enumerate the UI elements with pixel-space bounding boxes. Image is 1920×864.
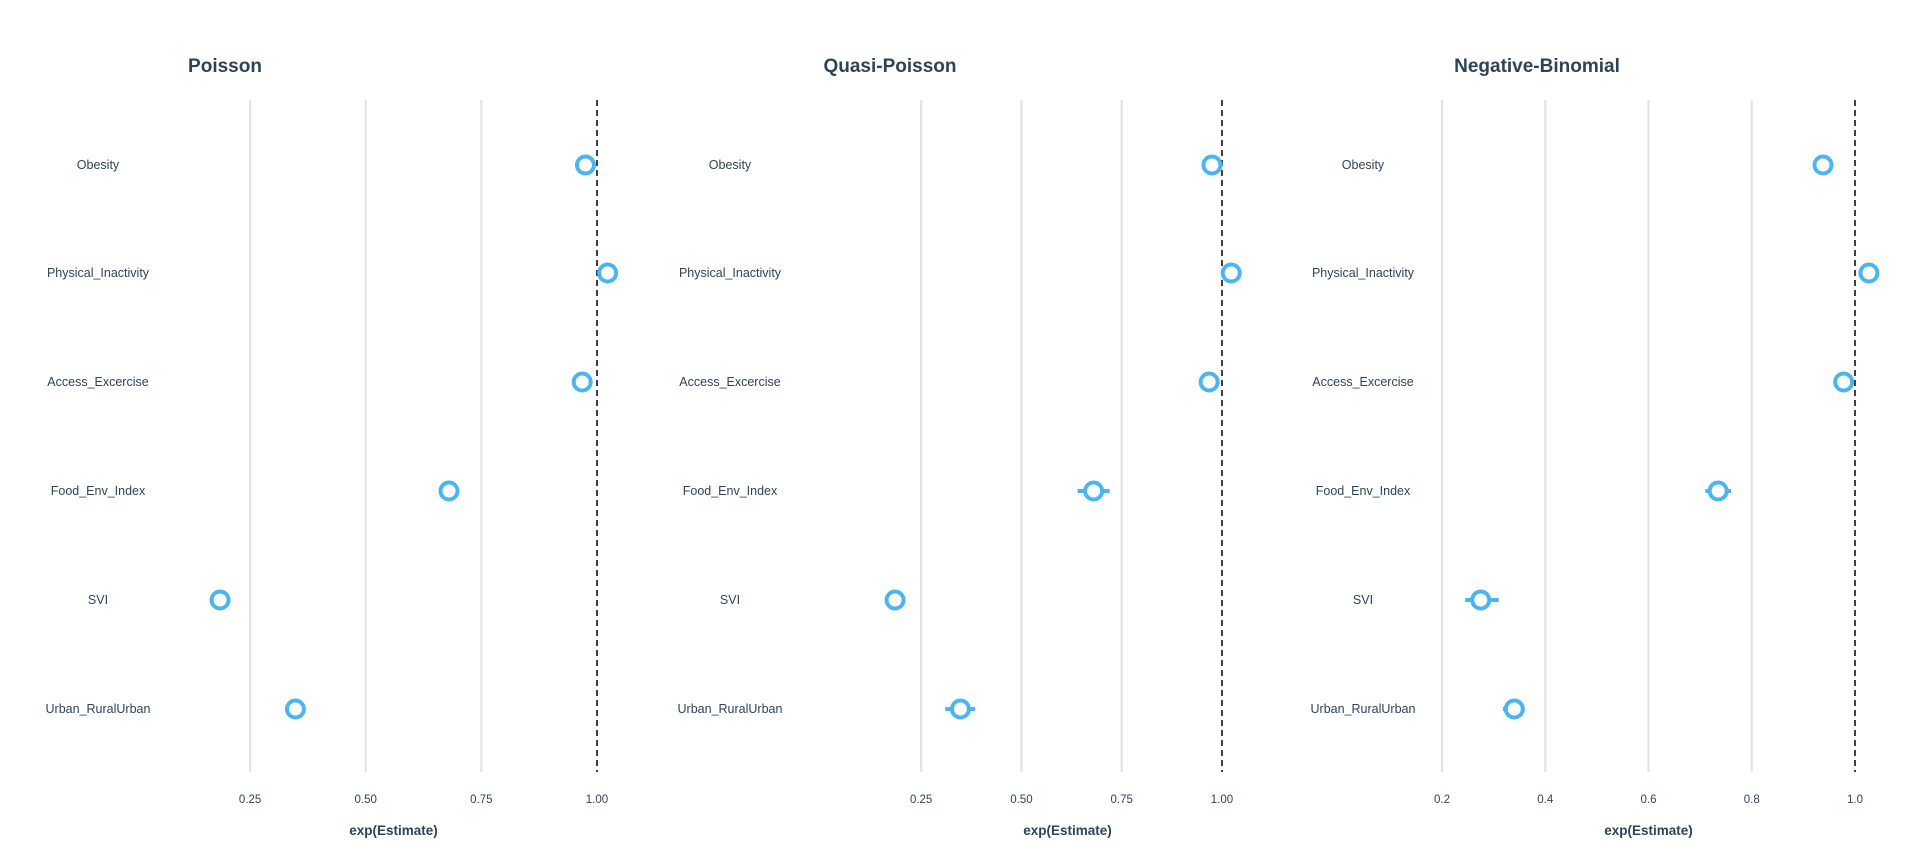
estimate-point	[1470, 589, 1492, 611]
x-tick-label: 0.8	[1744, 794, 1760, 806]
x-tick-label: 0.75	[1111, 794, 1133, 806]
estimate-point	[1812, 154, 1834, 176]
category-label: Food_Env_Index	[51, 484, 146, 498]
x-tick-label: 1.00	[586, 794, 608, 806]
category-label: Physical_Inactivity	[1312, 266, 1415, 280]
x-tick-label: 1.0	[1847, 794, 1863, 806]
x-tick-label: 0.6	[1641, 794, 1657, 806]
x-tick-label: 0.50	[1010, 794, 1032, 806]
x-tick-label: 0.25	[239, 794, 261, 806]
category-label: Urban_RuralUrban	[1311, 702, 1416, 716]
x-tick-label: 1.00	[1211, 794, 1233, 806]
panel-title: Quasi-Poisson	[823, 56, 956, 77]
estimate-point	[884, 589, 906, 611]
category-label: SVI	[720, 593, 740, 607]
estimate-point	[209, 589, 231, 611]
category-label: Obesity	[77, 158, 120, 172]
x-tick-label: 0.2	[1434, 794, 1450, 806]
estimate-point	[1220, 262, 1242, 284]
estimate-point	[284, 698, 306, 720]
estimate-point	[1833, 371, 1855, 393]
category-label: Food_Env_Index	[1316, 484, 1411, 498]
x-axis-label: exp(Estimate)	[1604, 823, 1693, 838]
x-tick-label: 0.25	[910, 794, 932, 806]
category-label: Urban_RuralUrban	[678, 702, 783, 716]
x-axis-label: exp(Estimate)	[349, 823, 438, 838]
category-label: Obesity	[1342, 158, 1385, 172]
estimate-point	[438, 480, 460, 502]
x-tick-label: 0.4	[1537, 794, 1554, 806]
category-label: Food_Env_Index	[683, 484, 778, 498]
estimate-point	[574, 154, 596, 176]
panel-title: Poisson	[188, 56, 262, 77]
estimate-point	[1083, 480, 1105, 502]
x-axis-label: exp(Estimate)	[1023, 823, 1112, 838]
estimate-point	[1707, 480, 1729, 502]
estimate-point	[597, 262, 619, 284]
x-tick-label: 0.50	[355, 794, 377, 806]
category-label: Physical_Inactivity	[679, 266, 782, 280]
category-label: SVI	[1353, 593, 1373, 607]
estimate-point	[1198, 371, 1220, 393]
estimate-point	[1201, 154, 1223, 176]
category-label: Access_Excercise	[47, 375, 148, 389]
category-label: Obesity	[709, 158, 752, 172]
estimate-point	[1858, 262, 1880, 284]
category-label: Access_Excercise	[1312, 375, 1413, 389]
category-label: Physical_Inactivity	[47, 266, 150, 280]
estimate-point	[571, 371, 593, 393]
category-label: Urban_RuralUrban	[46, 702, 151, 716]
estimate-point	[1503, 698, 1525, 720]
category-label: SVI	[88, 593, 108, 607]
estimate-point	[949, 698, 971, 720]
category-label: Access_Excercise	[679, 375, 780, 389]
panel-title: Negative-Binomial	[1454, 56, 1620, 77]
x-tick-label: 0.75	[470, 794, 492, 806]
